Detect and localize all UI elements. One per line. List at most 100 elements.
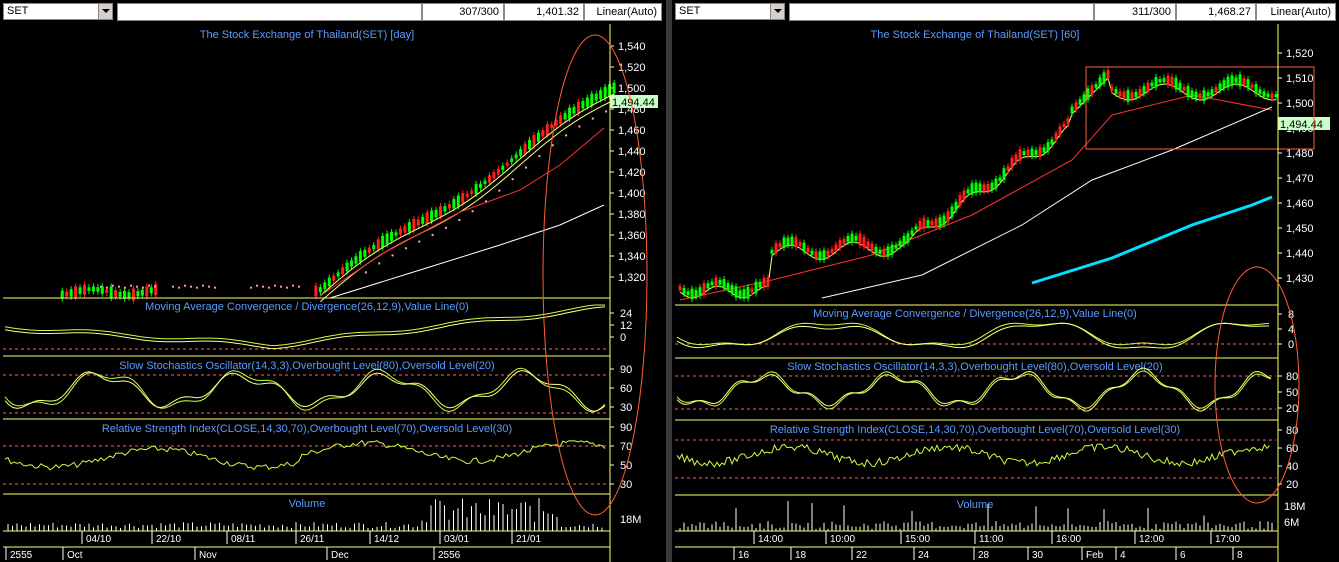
left-stoch-pane xyxy=(3,367,608,414)
candle-body xyxy=(686,291,690,295)
right-stoch-tick-label: 50 xyxy=(1286,387,1298,399)
left-scale-field[interactable]: Linear(Auto) xyxy=(584,3,662,21)
left-stoch-tick-label: 30 xyxy=(620,402,632,414)
right-volume-tick: 6M xyxy=(1284,517,1299,529)
candle-body xyxy=(970,183,974,195)
sar-dot xyxy=(578,125,581,128)
candle-body xyxy=(358,251,362,262)
candle-body xyxy=(910,230,914,235)
candle-body xyxy=(545,124,549,136)
candle-body xyxy=(140,289,144,296)
candle-body xyxy=(430,210,434,222)
sar-dot xyxy=(262,285,264,288)
candle-body xyxy=(576,101,580,113)
right-symbol-select[interactable]: SET xyxy=(675,3,785,20)
panel-divider[interactable] xyxy=(666,0,672,562)
candle-body xyxy=(1274,94,1278,98)
right-scale-field[interactable]: Linear(Auto) xyxy=(1256,3,1336,21)
candle-body xyxy=(1182,86,1186,91)
candle-body xyxy=(479,183,483,188)
right-period-label: Feb xyxy=(1086,550,1104,561)
candle-body xyxy=(65,291,69,297)
right-date-label: 11:00 xyxy=(979,534,1004,545)
stoch-d-line xyxy=(676,367,1272,412)
candle-body xyxy=(1198,93,1202,99)
candle-body xyxy=(850,233,854,243)
right-volume-title: Volume xyxy=(957,499,994,511)
right-price-tick-label: 1,480 xyxy=(1286,148,1314,160)
left-date-label: 04/10 xyxy=(86,534,111,545)
candle-body xyxy=(1022,151,1026,156)
candle-body xyxy=(702,283,706,295)
left-stoch-axis: 90 60 30 xyxy=(610,364,632,414)
macd-signal-line xyxy=(676,322,1269,349)
candle-body xyxy=(1046,142,1050,152)
candle-body xyxy=(1154,76,1158,88)
candle-body xyxy=(1230,75,1234,86)
candle-body xyxy=(1122,91,1126,100)
left-date-label: 14/12 xyxy=(374,534,399,545)
left-symbol-select[interactable]: SET xyxy=(3,3,113,20)
sar-dot xyxy=(184,284,186,287)
candle-body xyxy=(585,97,589,107)
right-volume-bars xyxy=(679,501,1273,531)
right-last-price-box xyxy=(1278,117,1330,130)
candle-body xyxy=(694,290,698,297)
sar-dot xyxy=(256,284,258,287)
candle-body xyxy=(505,162,509,166)
left-toolbar: SET 307/300 1,401.32 Linear(Auto) xyxy=(0,0,666,24)
candle-body xyxy=(1098,77,1102,87)
left-period-label: Oct xyxy=(67,550,83,561)
left-date-label: 21/01 xyxy=(516,534,541,545)
right-date-label: 16:00 xyxy=(1056,534,1081,545)
candle-body xyxy=(1202,90,1206,102)
left-chart-canvas[interactable]: The Stock Exchange of Thailand(SET) [day… xyxy=(0,24,666,562)
ma-short-line xyxy=(320,93,615,297)
candle-body xyxy=(750,288,754,293)
right-chart-canvas[interactable]: The Stock Exchange of Thailand(SET) [60]… xyxy=(672,24,1339,562)
sar-dot xyxy=(444,226,447,229)
left-candles xyxy=(60,79,616,304)
candle-body xyxy=(390,232,394,241)
chevron-down-icon[interactable] xyxy=(770,4,784,19)
candle-body xyxy=(332,275,336,281)
sar-dot xyxy=(202,284,204,287)
sar-dot xyxy=(591,117,594,120)
left-date-label: 22/10 xyxy=(156,534,181,545)
candle-body xyxy=(846,235,850,243)
right-volume-tick: 18M xyxy=(1284,501,1305,513)
right-stoch-tick-label: 20 xyxy=(1286,403,1298,415)
left-price-tick-label: 1,420 xyxy=(618,167,646,179)
candle-body xyxy=(722,279,726,289)
sar-dot xyxy=(551,144,554,147)
chevron-down-icon[interactable] xyxy=(98,4,112,19)
ma-mid-line xyxy=(679,94,1273,301)
sar-dot xyxy=(511,178,514,181)
left-price-tick-label: 1,400 xyxy=(618,188,646,200)
candle-body xyxy=(514,154,518,159)
left-rsi-title: Relative Strength Index(CLOSE,14,30,70),… xyxy=(102,423,512,435)
right-candles xyxy=(678,67,1278,303)
candle-body xyxy=(898,240,902,247)
ma-cyan-line xyxy=(1031,195,1273,285)
candle-body xyxy=(1082,94,1086,102)
candle-body xyxy=(523,143,527,154)
candle-body xyxy=(1190,90,1194,98)
candle-body xyxy=(1006,166,1010,171)
left-highlight-ellipse xyxy=(542,34,648,516)
sar-dot xyxy=(136,285,138,288)
candle-body xyxy=(327,277,331,287)
candle-body xyxy=(902,235,906,245)
right-date-label: 12:00 xyxy=(1139,534,1164,545)
candle-body xyxy=(336,272,340,277)
candle-body xyxy=(372,245,376,250)
candle-body xyxy=(443,206,447,212)
sar-dot xyxy=(605,110,608,113)
candle-body xyxy=(1094,84,1098,88)
left-macd-title: Moving Average Convergence / Divergence(… xyxy=(145,301,469,313)
ma-long-line xyxy=(821,106,1273,299)
right-price-tick-label: 1,460 xyxy=(1286,198,1314,210)
candle-body xyxy=(1170,76,1174,87)
candle-body xyxy=(798,242,802,247)
candle-body xyxy=(398,228,402,235)
